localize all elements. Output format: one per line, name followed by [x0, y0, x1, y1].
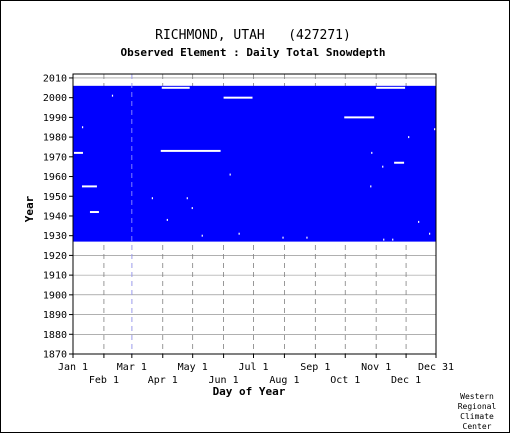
y-tick-label: 1880 — [43, 330, 67, 341]
missing-data-mark — [81, 185, 97, 188]
missing-data-mark — [418, 220, 420, 223]
missing-data-marks — [73, 86, 436, 241]
missing-data-mark — [376, 86, 406, 89]
x-tick-label: May 1 — [178, 362, 208, 373]
data-band — [73, 85, 436, 242]
credit-line-1: Western — [460, 392, 494, 401]
missing-data-mark — [186, 197, 188, 200]
missing-data-mark — [382, 165, 384, 168]
missing-data-mark — [81, 126, 84, 129]
missing-data-mark — [151, 197, 153, 200]
missing-data-mark — [383, 238, 385, 241]
missing-data-mark — [161, 86, 190, 89]
missing-data-mark — [394, 161, 405, 164]
x-tick-label: Jan 1 — [58, 362, 88, 373]
y-tick-label: 1940 — [43, 211, 67, 222]
x-tick-label: Oct 1 — [330, 375, 360, 386]
credit-line-4: Center — [463, 422, 492, 431]
chart-subtitle: Observed Element : Daily Total Snowdepth — [121, 46, 386, 59]
missing-data-mark — [344, 116, 375, 119]
x-tick-label: Dec 31 — [418, 362, 454, 373]
y-tick-label: 1970 — [43, 152, 67, 163]
x-axis-ticks: Jan 1 Mar 1 May 1 Jul 1 Sep 1 Nov 1 Dec 31 Feb … — [58, 354, 454, 386]
credit-line-3: Climate — [460, 412, 494, 421]
credit-line-2: Regional — [458, 402, 497, 411]
y-tick-label: 1910 — [43, 271, 67, 282]
x-tick-label: Feb 1 — [89, 375, 119, 386]
x-tick-label: Mar 1 — [117, 362, 147, 373]
missing-data-mark — [408, 136, 410, 139]
y-tick-label: 1990 — [43, 113, 67, 124]
missing-data-mark — [166, 218, 168, 221]
missing-data-mark — [201, 234, 203, 237]
x-axis-label: Day of Year — [213, 385, 286, 398]
missing-data-mark — [370, 185, 372, 188]
y-tick-label: 1960 — [43, 172, 67, 183]
y-tick-label: 1980 — [43, 133, 67, 144]
y-axis-label: Year — [23, 195, 36, 222]
missing-data-mark — [191, 207, 193, 210]
y-tick-label: 1920 — [43, 251, 67, 262]
missing-data-mark — [392, 238, 394, 241]
missing-data-mark — [73, 151, 83, 154]
y-tick-label: 1930 — [43, 231, 67, 242]
y-tick-label: 1890 — [43, 310, 67, 321]
x-tick-label: Nov 1 — [361, 362, 391, 373]
x-tick-label: Jul 1 — [238, 362, 268, 373]
missing-data-mark — [434, 128, 436, 131]
x-tick-label: Sep 1 — [300, 362, 330, 373]
x-tick-label: Apr 1 — [148, 375, 178, 386]
missing-data-mark — [429, 232, 431, 235]
credit-block: Western Regional Climate Center — [458, 392, 497, 431]
x-tick-label: Aug 1 — [269, 375, 299, 386]
y-tick-label: 2000 — [43, 93, 67, 104]
data-marks — [73, 85, 436, 242]
missing-data-mark — [89, 211, 99, 214]
y-tick-label: 1950 — [43, 192, 67, 203]
y-tick-label: 1900 — [43, 290, 67, 301]
missing-data-mark — [111, 94, 114, 97]
y-axis-ticks: 1870 1880 1890 1900 1910 1920 1930 1940 1950 1960… — [43, 73, 73, 361]
missing-data-mark — [238, 232, 240, 235]
missing-data-mark — [160, 149, 221, 152]
missing-data-mark — [306, 236, 308, 239]
x-tick-label: Dec 1 — [391, 375, 421, 386]
y-tick-label: 1870 — [43, 350, 67, 361]
plot-border — [72, 73, 437, 355]
missing-data-mark — [229, 173, 231, 176]
y-tick-label: 2010 — [43, 73, 67, 84]
x-tick-label: Jun 1 — [209, 375, 239, 386]
missing-data-mark — [223, 96, 253, 99]
chart-title: RICHMOND, UTAH (427271) — [155, 28, 351, 43]
missing-data-mark — [282, 236, 284, 239]
missing-data-mark — [371, 151, 373, 154]
